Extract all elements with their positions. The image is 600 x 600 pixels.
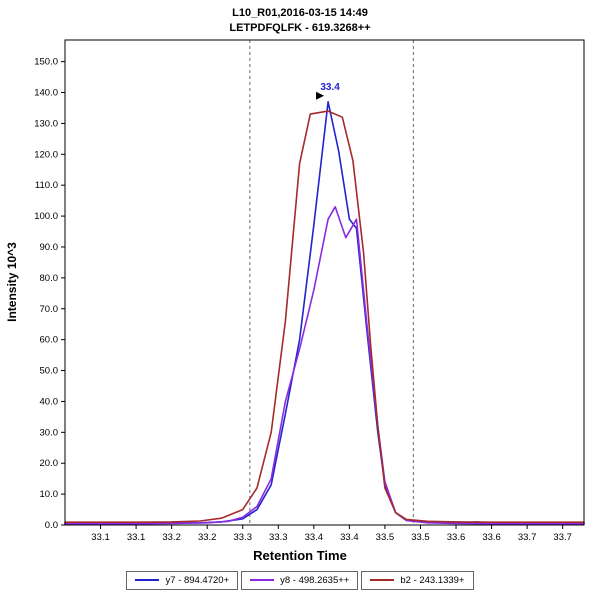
x-tick-label: 33.5 — [411, 532, 430, 543]
x-tick-label: 33.4 — [305, 532, 324, 543]
y-tick-label: 140.0 — [34, 87, 58, 98]
series-line-2 — [64, 109, 585, 523]
peak-annotation-arrow-icon — [316, 91, 325, 100]
x-tick-label: 33.4 — [340, 532, 359, 543]
y-tick-label: 20.0 — [40, 458, 59, 469]
legend-label: y7 - 894.4720+ — [165, 574, 230, 586]
series-line-1 — [64, 205, 585, 525]
y-tick-label: 30.0 — [40, 427, 59, 438]
y-tick-label: 50.0 — [40, 365, 59, 376]
y-tick-label: 120.0 — [34, 149, 58, 160]
x-tick-label: 33.1 — [91, 532, 110, 543]
y-tick-label: 130.0 — [34, 118, 58, 129]
x-tick-label: 33.3 — [269, 532, 288, 543]
x-tick-label: 33.6 — [482, 532, 501, 543]
legend-swatch-icon — [135, 579, 160, 582]
x-tick-label: 33.5 — [376, 532, 395, 543]
chart-title: L10_R01,2016-03-15 14:49 LETPDFQLFK - 61… — [0, 0, 600, 36]
y-tick-label: 110.0 — [35, 180, 58, 191]
x-tick-label: 33.2 — [162, 532, 181, 543]
x-tick-label: 33.7 — [518, 532, 537, 543]
y-tick-label: 100.0 — [34, 211, 58, 222]
legend-label: y8 - 498.2635++ — [280, 574, 350, 586]
chart-title-line1: L10_R01,2016-03-15 14:49 — [232, 7, 368, 19]
legend-swatch-icon — [250, 579, 275, 582]
x-tick-label: 33.7 — [553, 532, 572, 543]
y-tick-label: 10.0 — [40, 489, 59, 500]
y-tick-label: 0.0 — [45, 520, 58, 531]
legend-item-2: b2 - 243.1339+ — [361, 570, 474, 590]
y-tick-label: 40.0 — [40, 396, 59, 407]
y-tick-label: 60.0 — [40, 334, 59, 345]
chromatogram-plot[interactable]: Intensity 10^3 33.1 33.1 33.2 33.2 33.3 33.3 3… — [0, 36, 600, 546]
legend-label: b2 - 243.1339+ — [400, 574, 465, 586]
legend-swatch-icon — [370, 579, 395, 582]
y-tick-label: 90.0 — [40, 242, 59, 253]
series-line-0 — [64, 100, 585, 524]
x-tick-label: 33.6 — [447, 532, 466, 543]
legend-item-0: y7 - 894.4720+ — [126, 570, 239, 590]
chart-title-line2: LETPDFQLFK - 619.3268++ — [229, 21, 371, 34]
legend: y7 - 894.4720+ y8 - 498.2635++ b2 - 243.13… — [0, 570, 600, 590]
y-tick-label: 80.0 — [40, 273, 59, 284]
x-tick-label: 33.3 — [233, 532, 252, 543]
plot-border — [64, 39, 585, 526]
x-axis-label: Retention Time — [253, 547, 347, 563]
peak-annotation-label[interactable]: 33.4 — [320, 81, 340, 92]
y-axis-label: Intensity 10^3 — [5, 242, 19, 322]
y-tick-label: 150.0 — [34, 56, 58, 67]
y-tick-label: 70.0 — [40, 303, 59, 314]
legend-item-1: y8 - 498.2635++ — [241, 570, 359, 590]
x-tick-label: 33.2 — [198, 532, 217, 543]
x-tick-label: 33.1 — [127, 532, 146, 543]
